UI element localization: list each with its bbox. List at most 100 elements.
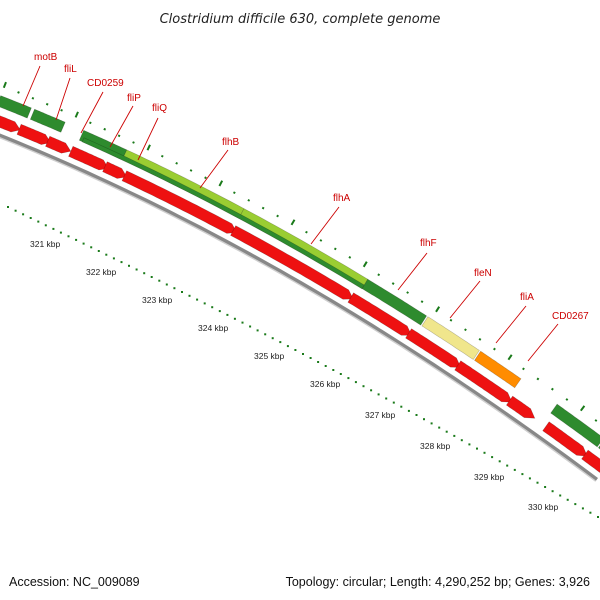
outer-tick (276, 214, 279, 218)
gene-label-flhf: flhF (420, 238, 437, 249)
scale-dot (294, 349, 297, 351)
scale-dot (302, 353, 304, 355)
gene-leader-line (527, 323, 559, 362)
scale-dot (97, 250, 100, 252)
scale-dot (14, 209, 17, 212)
outer-tick (522, 367, 525, 371)
outer-tick (189, 169, 193, 172)
scale-dot (589, 511, 592, 514)
scale-label: 326 kbp (310, 379, 341, 389)
outer-tick (362, 261, 368, 268)
scale-dot (551, 490, 554, 493)
scale-dot (347, 377, 350, 380)
scale-dot (249, 325, 252, 328)
outer-tick (103, 127, 107, 131)
scale-dot (165, 283, 168, 286)
scale-dot (513, 468, 516, 471)
outer-tick (319, 239, 323, 242)
scale-dot (362, 385, 365, 388)
scale-label: 325 kbp (254, 351, 285, 361)
outer-tick (146, 144, 151, 151)
outer-tick (204, 176, 207, 180)
scale-dot (597, 516, 599, 518)
outer-tick (31, 96, 35, 100)
outer-tick (17, 91, 20, 94)
scale-dot (317, 361, 320, 363)
scale-dot (112, 257, 115, 260)
scale-label: 330 kbp (528, 502, 559, 512)
reverse-gene-7 (347, 292, 413, 336)
reverse-gene-11 (542, 421, 588, 457)
outer-tick (333, 247, 337, 251)
scale-dot (241, 321, 244, 324)
scale-dot (536, 481, 539, 484)
forward-gene-5 (361, 278, 428, 326)
outer-tick (493, 347, 496, 351)
outer-tick (579, 405, 586, 412)
scale-label: 324 kbp (198, 323, 229, 333)
gene-label-motb: motB (34, 52, 58, 63)
outer-tick (132, 141, 135, 144)
outer-tick (464, 328, 467, 332)
scale-dot (354, 381, 357, 384)
scale-label: 322 kbp (86, 267, 117, 277)
outer-tick (218, 180, 224, 187)
outer-tick (377, 273, 381, 277)
scale-dot (150, 276, 153, 278)
outer-tick (233, 191, 236, 195)
scale-dot (173, 287, 176, 290)
outer-tick (290, 219, 296, 226)
scale-dot (445, 430, 448, 433)
scale-dot (370, 389, 373, 392)
forward-gene-8 (550, 403, 600, 448)
scale-dot (566, 498, 569, 501)
outer-tick (305, 230, 308, 234)
scale-dot (90, 246, 93, 249)
gene-label-cd0259: CD0259 (87, 78, 124, 89)
scale-dot (460, 439, 463, 442)
scale-dot (324, 365, 327, 367)
gene-label-flen: fleN (474, 268, 492, 279)
scale-dot (271, 337, 274, 340)
scale-dot (135, 268, 138, 271)
outer-tick (348, 255, 352, 259)
outer-tick (74, 111, 79, 118)
gene-label-flhb: flhB (222, 137, 240, 148)
forward-gene-6 (421, 316, 480, 360)
outer-tick (406, 291, 409, 294)
outer-tick (594, 419, 598, 422)
forward-gene-1 (29, 108, 66, 133)
genome-summary-text: Topology: circular; Length: 4,290,252 bp… (286, 575, 590, 589)
gene-label-flip: fliP (127, 93, 141, 104)
scale-dot (52, 227, 55, 230)
outer-tick (89, 121, 92, 125)
backbone-shadow (0, 137, 597, 482)
scale-dot (544, 486, 547, 488)
scale-dot (59, 231, 62, 234)
reverse-gene-4 (102, 161, 128, 179)
scale-dot (430, 422, 433, 425)
outer-tick (449, 318, 453, 322)
gene-leader-line (55, 77, 71, 121)
scale-dot (188, 294, 191, 297)
outer-tick (435, 306, 441, 313)
scale-dot (218, 310, 221, 313)
scale-dot (158, 279, 161, 282)
scale-dot (196, 298, 199, 301)
scale-dot (453, 434, 456, 437)
scale-dot (211, 306, 214, 309)
scale-dot (392, 401, 395, 404)
outer-tick (536, 377, 540, 381)
scale-dot (407, 409, 410, 412)
scale-dot (233, 317, 236, 320)
accession-text: Accession: NC_009089 (9, 575, 140, 589)
gene-label-fliq: fliQ (152, 103, 167, 114)
outer-tick (60, 108, 63, 112)
gene-leader-line (109, 105, 134, 148)
scale-dot (506, 464, 509, 467)
scale-dot (377, 393, 380, 396)
outer-tick (45, 102, 49, 106)
scale-dot (385, 397, 388, 400)
genome-track: 321 kbp 322 kbp 323 kbp 324 kbp 325 kbp 326 k… (0, 52, 600, 518)
